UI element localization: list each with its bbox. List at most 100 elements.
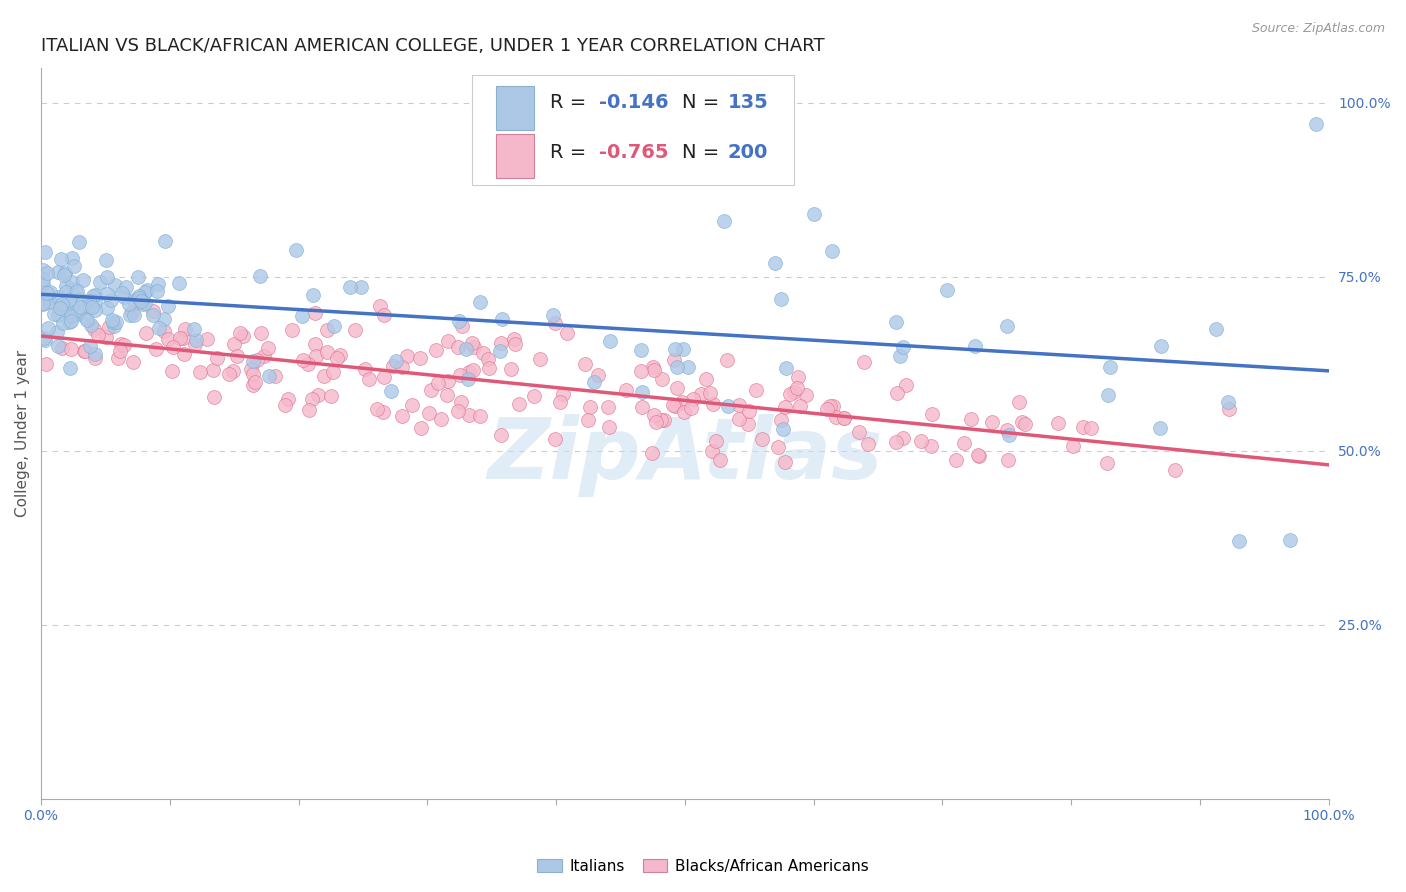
Point bbox=[447, 340, 470, 354]
Point bbox=[420, 383, 443, 397]
Point bbox=[430, 412, 453, 426]
Point bbox=[87, 328, 110, 343]
Point bbox=[115, 279, 138, 293]
Text: N =: N = bbox=[682, 93, 725, 112]
Point bbox=[62, 251, 84, 265]
Point bbox=[152, 325, 174, 339]
Point bbox=[920, 439, 942, 453]
Point bbox=[457, 372, 479, 386]
Point bbox=[425, 343, 447, 357]
Point bbox=[242, 377, 264, 392]
Point bbox=[884, 434, 907, 449]
Point bbox=[1278, 533, 1301, 547]
Point bbox=[884, 315, 907, 329]
Point bbox=[38, 292, 60, 306]
Point bbox=[225, 349, 247, 363]
Legend: Italians, Blacks/African Americans: Italians, Blacks/African Americans bbox=[531, 853, 875, 880]
Point bbox=[277, 392, 299, 407]
Point bbox=[727, 412, 749, 426]
Point bbox=[104, 278, 127, 293]
Text: R =: R = bbox=[550, 143, 592, 161]
Point bbox=[89, 275, 111, 289]
Point bbox=[222, 337, 245, 351]
Point bbox=[1062, 439, 1084, 453]
Point bbox=[59, 360, 82, 375]
Point bbox=[745, 383, 768, 397]
Point bbox=[80, 318, 103, 333]
Point bbox=[1305, 117, 1327, 131]
Point bbox=[245, 376, 267, 390]
Point bbox=[641, 359, 664, 374]
Point bbox=[643, 408, 665, 422]
Point bbox=[250, 326, 273, 340]
Point bbox=[264, 369, 287, 384]
Y-axis label: College, Under 1 year: College, Under 1 year bbox=[15, 350, 30, 517]
Point bbox=[228, 326, 250, 341]
Point bbox=[127, 269, 149, 284]
Point bbox=[32, 272, 55, 286]
Point bbox=[77, 300, 100, 314]
Point bbox=[503, 332, 526, 346]
Point bbox=[96, 301, 118, 315]
Point bbox=[371, 405, 394, 419]
Point bbox=[307, 388, 329, 402]
Point bbox=[84, 294, 107, 309]
Point bbox=[789, 399, 811, 413]
Point bbox=[544, 316, 567, 330]
Point bbox=[62, 298, 84, 312]
Text: -0.765: -0.765 bbox=[599, 143, 668, 161]
Point bbox=[34, 244, 56, 259]
Point bbox=[46, 338, 69, 352]
Point bbox=[447, 314, 470, 328]
Point bbox=[664, 399, 686, 413]
Point bbox=[664, 342, 686, 356]
Point bbox=[326, 351, 349, 365]
Point bbox=[436, 374, 458, 388]
Point bbox=[39, 295, 62, 310]
Point bbox=[676, 359, 699, 374]
Point bbox=[391, 409, 413, 424]
Point bbox=[184, 337, 207, 351]
Point bbox=[666, 380, 689, 394]
Point bbox=[997, 423, 1019, 437]
Point bbox=[427, 376, 450, 390]
Point bbox=[304, 337, 326, 351]
Point bbox=[454, 343, 477, 357]
Point bbox=[772, 422, 794, 436]
Point bbox=[72, 273, 94, 287]
Point bbox=[153, 311, 176, 326]
Point bbox=[232, 329, 254, 343]
Point bbox=[291, 309, 314, 323]
Point bbox=[553, 386, 575, 401]
Point bbox=[856, 437, 879, 451]
Point bbox=[142, 304, 165, 318]
Point bbox=[323, 318, 346, 333]
Point bbox=[66, 308, 89, 322]
Point bbox=[162, 340, 184, 354]
Point bbox=[60, 314, 83, 328]
Point bbox=[67, 235, 90, 250]
Point bbox=[523, 389, 546, 403]
Point bbox=[160, 364, 183, 378]
Point bbox=[98, 320, 121, 334]
Point bbox=[156, 299, 179, 313]
Text: 200: 200 bbox=[727, 143, 768, 161]
Point bbox=[242, 367, 264, 381]
Point bbox=[100, 293, 122, 307]
Point bbox=[768, 440, 790, 454]
Point bbox=[239, 362, 262, 376]
Point bbox=[84, 351, 107, 365]
Point bbox=[169, 331, 191, 345]
Point bbox=[112, 290, 135, 304]
Point bbox=[301, 288, 323, 302]
Bar bbox=[495, 87, 534, 130]
Point bbox=[825, 409, 848, 424]
Point bbox=[779, 387, 801, 401]
Point bbox=[921, 407, 943, 421]
Point bbox=[167, 276, 190, 290]
Point bbox=[83, 347, 105, 361]
Point bbox=[737, 417, 759, 432]
Point bbox=[576, 413, 599, 427]
Point bbox=[382, 359, 405, 374]
Point bbox=[104, 315, 127, 329]
